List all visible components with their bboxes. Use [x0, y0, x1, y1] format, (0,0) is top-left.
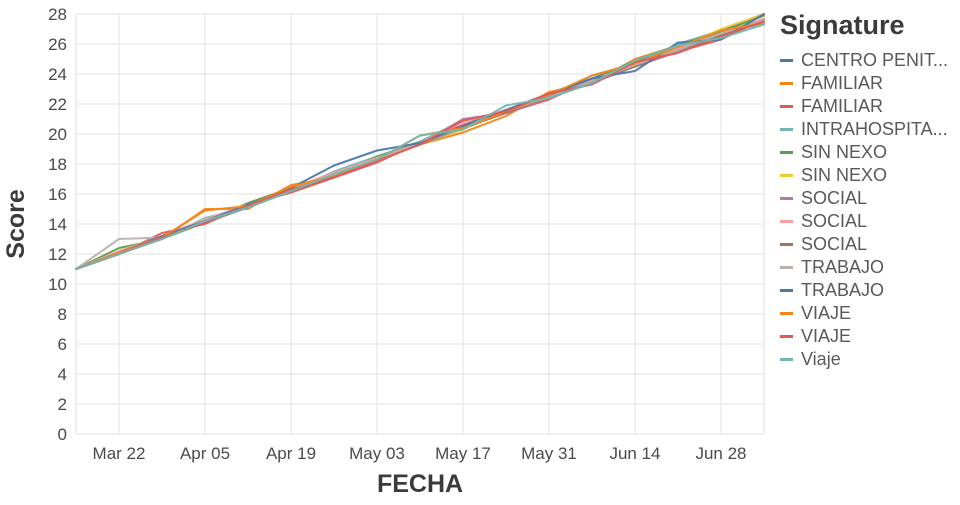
y-tick-label: 22: [48, 95, 67, 114]
y-tick-label: 0: [58, 425, 67, 444]
y-tick-label: 20: [48, 125, 67, 144]
legend-item: SIN NEXO: [780, 141, 960, 164]
legend-item: Viaje: [780, 348, 960, 371]
legend-label: CENTRO PENIT...: [801, 50, 949, 70]
x-tick-label: May 17: [435, 444, 491, 463]
x-axis-title: FECHA: [377, 470, 463, 498]
y-tick-label: 10: [48, 275, 67, 294]
legend-swatch-icon: [780, 220, 793, 223]
y-tick-label: 4: [58, 365, 67, 384]
legend-swatch-icon: [780, 266, 793, 269]
legend-label: SIN NEXO: [801, 142, 888, 162]
legend-label: SIN NEXO: [801, 165, 888, 185]
y-axis-title: Score: [2, 189, 30, 259]
y-tick-label: 8: [58, 305, 67, 324]
legend-item: TRABAJO: [780, 256, 960, 279]
legend-item: FAMILIAR: [780, 72, 960, 95]
legend-item: TRABAJO: [780, 279, 960, 302]
series-line: [75, 23, 765, 270]
y-tick-label: 26: [48, 35, 67, 54]
legend-label: FAMILIAR: [801, 96, 884, 116]
y-tick-label: 2: [58, 395, 67, 414]
x-tick-label: Jun 28: [695, 444, 746, 463]
y-tick-label: 14: [48, 215, 67, 234]
legend-label: SOCIAL: [801, 188, 868, 208]
legend-item: SOCIAL: [780, 210, 960, 233]
legend-label: SOCIAL: [801, 234, 868, 254]
y-tick-label: 24: [48, 65, 67, 84]
legend-label: FAMILIAR: [801, 73, 884, 93]
legend-swatch-icon: [780, 335, 793, 338]
legend-swatch-icon: [780, 174, 793, 177]
legend-swatch-icon: [780, 82, 793, 85]
legend-item: CENTRO PENIT...: [780, 49, 960, 72]
legend-label: INTRAHOSPITA...: [801, 119, 948, 139]
legend-item: FAMILIAR: [780, 95, 960, 118]
chart-series-lines: [75, 13, 765, 270]
legend-item: SIN NEXO: [780, 164, 960, 187]
y-tick-label: 28: [48, 5, 67, 24]
chart-gridlines: [75, 13, 765, 435]
legend-label: VIAJE: [801, 303, 852, 323]
x-tick-label: Mar 22: [93, 444, 146, 463]
x-tick-label: May 03: [349, 444, 405, 463]
legend-swatch-icon: [780, 105, 793, 108]
y-tick-label: 18: [48, 155, 67, 174]
legend-label: SOCIAL: [801, 211, 868, 231]
legend-items: CENTRO PENIT... FAMILIAR FAMILIAR INTRAHOSP…: [780, 49, 960, 371]
legend-label: VIAJE: [801, 326, 852, 346]
legend-swatch-icon: [780, 59, 793, 62]
legend-swatch-icon: [780, 312, 793, 315]
line-chart: 0 2 4 6 8 10 12 14 16 18 20 22 24 26 28 Mar 22 Apr 05 Apr…: [2, 5, 765, 498]
legend-swatch-icon: [780, 358, 793, 361]
y-tick-label: 6: [58, 335, 67, 354]
legend-label: TRABAJO: [801, 257, 885, 277]
chart-legend: Signature CENTRO PENIT... FAMILIAR FAMILIA…: [778, 0, 960, 500]
legend-item: INTRAHOSPITA...: [780, 118, 960, 141]
legend-swatch-icon: [780, 243, 793, 246]
legend-item: VIAJE: [780, 302, 960, 325]
legend-label: Viaje: [801, 349, 841, 369]
x-tick-label: May 31: [521, 444, 577, 463]
legend-item: SOCIAL: [780, 187, 960, 210]
legend-title: Signature: [780, 10, 905, 40]
legend-swatch-icon: [780, 289, 793, 292]
legend-item: VIAJE: [780, 325, 960, 348]
legend-label: TRABAJO: [801, 280, 885, 300]
legend-swatch-icon: [780, 197, 793, 200]
y-tick-label: 12: [48, 245, 67, 264]
x-tick-label: Apr 05: [180, 444, 230, 463]
legend-item: SOCIAL: [780, 233, 960, 256]
x-tick-label: Jun 14: [609, 444, 660, 463]
y-tick-label: 16: [48, 185, 67, 204]
legend-swatch-icon: [780, 128, 793, 131]
legend-swatch-icon: [780, 151, 793, 154]
x-tick-label: Apr 19: [266, 444, 316, 463]
